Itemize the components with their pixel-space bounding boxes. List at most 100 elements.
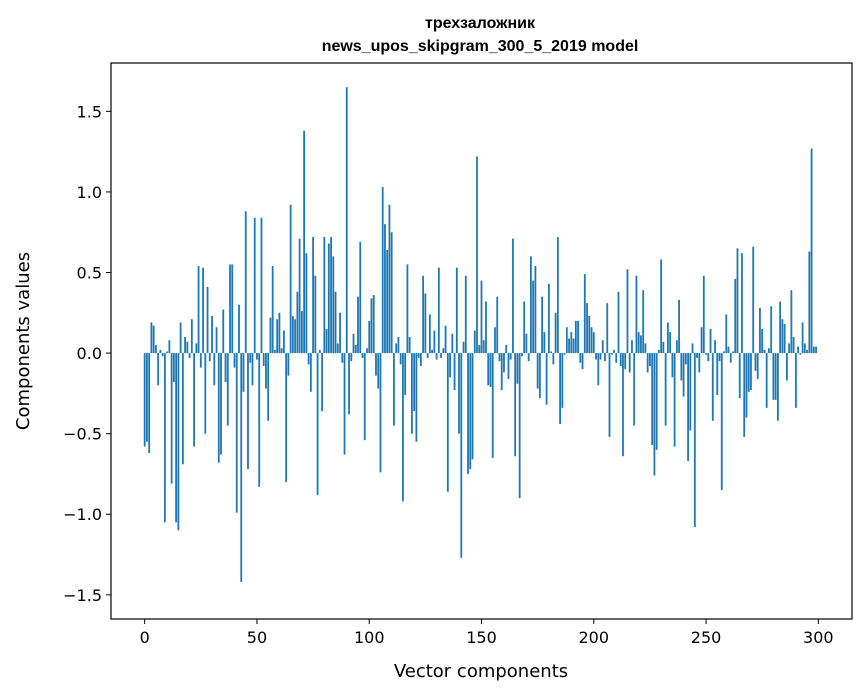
bar-263 xyxy=(734,278,737,354)
bar-97 xyxy=(361,353,364,358)
bar-260 xyxy=(727,346,730,354)
bar-230 xyxy=(660,259,663,354)
bar-115 xyxy=(402,353,404,502)
bar-45 xyxy=(244,211,247,354)
bar-280 xyxy=(772,353,775,400)
bar-258 xyxy=(723,351,725,354)
bar-0 xyxy=(143,353,146,447)
bar-106 xyxy=(381,187,384,354)
bar-66 xyxy=(291,316,294,354)
bar-145 xyxy=(469,353,472,470)
bar-92 xyxy=(350,353,353,362)
bar-16 xyxy=(179,322,182,354)
bar-88 xyxy=(341,353,344,363)
bar-226 xyxy=(651,353,654,445)
bar-266 xyxy=(741,253,743,354)
bar-196 xyxy=(583,274,586,354)
bar-113 xyxy=(397,336,400,354)
bar-259 xyxy=(725,314,728,354)
bar-195 xyxy=(581,353,584,370)
bar-14 xyxy=(175,353,178,523)
bar-239 xyxy=(680,353,683,381)
bar-177 xyxy=(541,296,544,354)
bar-168 xyxy=(521,353,523,357)
bar-41 xyxy=(235,353,238,513)
bar-228 xyxy=(655,353,658,450)
bar-293 xyxy=(801,322,804,354)
bar-44 xyxy=(242,353,245,392)
bar-100 xyxy=(368,320,371,354)
bar-24 xyxy=(197,266,200,354)
bar-164 xyxy=(512,238,514,354)
bar-209 xyxy=(613,349,615,354)
y-axis-ticks: 1.5 1.0 0.5 0.0 −0.5 −1.0 −1.5 xyxy=(63,102,111,605)
bar-141 xyxy=(460,353,463,558)
bar-243 xyxy=(689,353,692,431)
bar-137 xyxy=(451,333,454,354)
x-tick-label: 300 xyxy=(803,628,834,647)
bar-297 xyxy=(810,148,813,354)
bar-150 xyxy=(480,280,483,354)
bar-211 xyxy=(617,291,620,354)
bar-83 xyxy=(330,237,332,354)
bar-99 xyxy=(366,348,368,354)
bar-3 xyxy=(150,322,153,354)
bar-144 xyxy=(467,353,469,474)
bar-112 xyxy=(395,343,398,354)
bar-162 xyxy=(507,353,510,379)
x-tick-label: 150 xyxy=(466,628,497,647)
bar-105 xyxy=(379,353,382,473)
bar-289 xyxy=(792,336,795,354)
bar-273 xyxy=(756,353,759,379)
bar-28 xyxy=(206,287,209,354)
bar-277 xyxy=(765,353,768,408)
bar-245 xyxy=(693,353,696,528)
bar-26 xyxy=(202,267,204,354)
bar-170 xyxy=(525,333,528,354)
bar-223 xyxy=(644,343,647,354)
bar-114 xyxy=(399,353,402,365)
bar-31 xyxy=(213,353,216,386)
bar-102 xyxy=(372,295,375,354)
bar-59 xyxy=(276,319,279,354)
bar-282 xyxy=(777,353,779,421)
bar-176 xyxy=(538,353,541,399)
y-tick-label: −0.5 xyxy=(63,425,102,444)
bar-221 xyxy=(640,335,642,354)
bar-257 xyxy=(720,353,723,491)
bar-146 xyxy=(471,353,474,460)
bar-179 xyxy=(545,353,548,405)
bar-80 xyxy=(323,237,326,354)
bar-94 xyxy=(354,345,357,354)
bar-53 xyxy=(262,353,265,366)
bar-22 xyxy=(193,353,195,447)
bar-47 xyxy=(249,353,252,363)
bar-1 xyxy=(146,353,148,442)
bar-200 xyxy=(592,332,595,354)
bar-82 xyxy=(327,243,330,354)
bar-163 xyxy=(509,353,512,360)
bar-198 xyxy=(588,316,591,354)
bar-287 xyxy=(788,343,791,354)
bar-220 xyxy=(637,332,640,354)
bar-30 xyxy=(211,316,213,354)
bar-160 xyxy=(503,353,505,373)
bar-294 xyxy=(803,343,806,354)
bar-36 xyxy=(224,353,227,383)
y-tick-label: 1.5 xyxy=(77,102,102,121)
bar-46 xyxy=(247,353,249,470)
bar-10 xyxy=(166,351,169,354)
bar-246 xyxy=(696,353,698,358)
bar-190 xyxy=(570,332,573,354)
bar-25 xyxy=(199,353,202,368)
bars-group xyxy=(143,87,817,582)
bar-224 xyxy=(646,353,649,373)
bar-74 xyxy=(309,353,312,392)
bar-161 xyxy=(505,345,508,354)
bar-206 xyxy=(606,303,609,354)
bar-101 xyxy=(370,298,373,354)
bar-298 xyxy=(812,346,815,354)
bar-130 xyxy=(435,353,438,360)
bar-199 xyxy=(590,327,593,354)
bar-156 xyxy=(494,327,496,354)
